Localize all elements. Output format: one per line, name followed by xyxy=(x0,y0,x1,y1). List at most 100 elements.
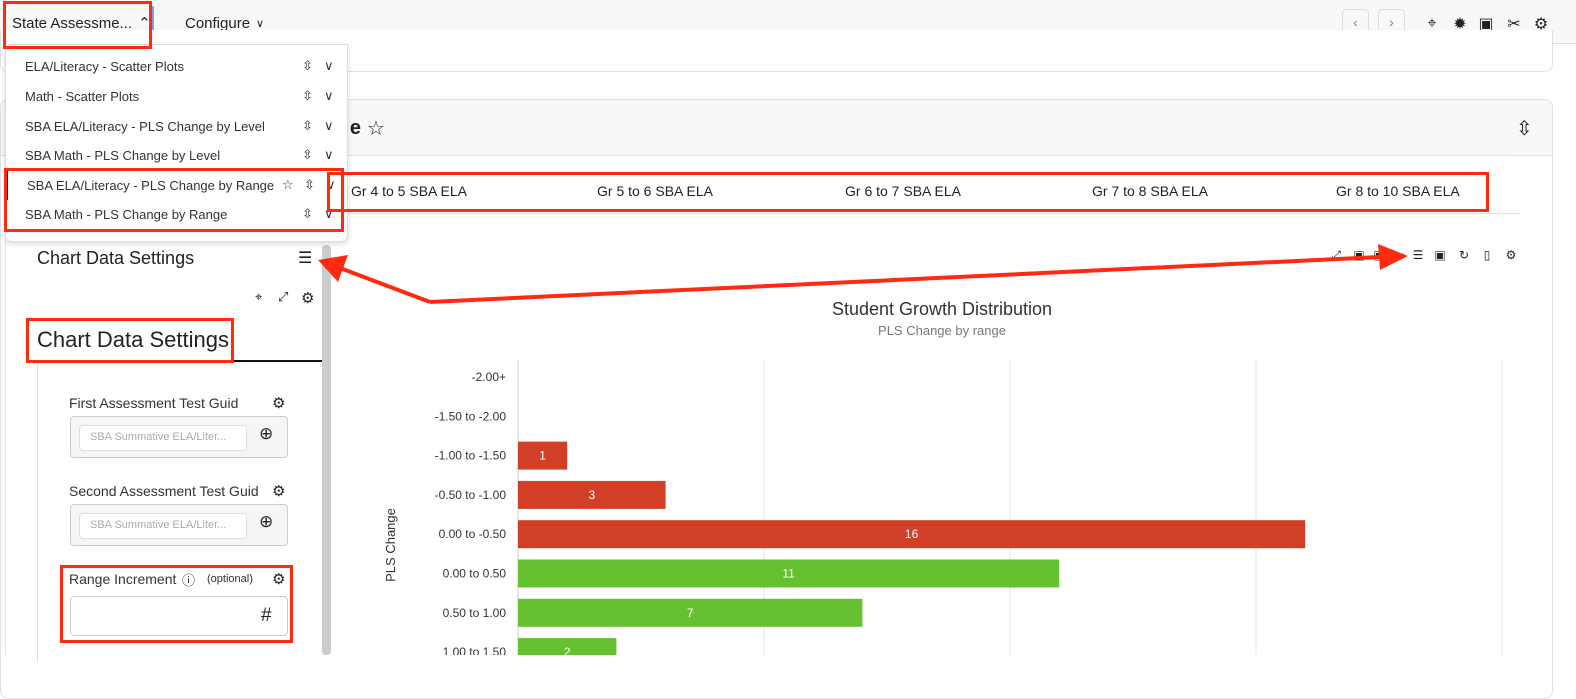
number-icon: # xyxy=(261,605,272,626)
pdf-icon[interactable]: ▯ xyxy=(1483,248,1491,262)
collapse-icon[interactable]: ⇳ xyxy=(302,89,313,104)
range-increment-input[interactable]: # xyxy=(70,596,288,636)
gear-icon[interactable]: ⚙ xyxy=(272,394,286,412)
refresh-icon[interactable]: ↻ xyxy=(1458,248,1470,262)
bar[interactable] xyxy=(518,598,863,627)
item-label: ELA/Literacy - Scatter Plots xyxy=(25,59,184,74)
chevron-right-icon: › xyxy=(1389,14,1394,30)
bar[interactable] xyxy=(518,441,568,470)
scrollbar[interactable] xyxy=(322,245,331,655)
map-icon[interactable]: ⌖ xyxy=(1427,13,1437,32)
y-tick-label: 0.00 to -0.50 xyxy=(439,527,507,541)
annotation-box-settings-title xyxy=(26,318,234,363)
zoom-in-icon[interactable]: ⊕ xyxy=(259,424,274,444)
y-tick-label: 1.00 to 1.50 xyxy=(443,645,507,655)
first-guid-field[interactable]: SBA Summative ELA/Liter... ⊕ xyxy=(70,416,288,458)
item-label: Math - Scatter Plots xyxy=(25,89,140,104)
tab-gr7-8[interactable]: Gr 7 to 8 SBA ELA xyxy=(1092,183,1208,199)
chart-settings-toggle-icon[interactable]: ☰ xyxy=(1412,248,1424,262)
chevron-down-icon[interactable]: ∨ xyxy=(324,207,334,222)
expand-icon[interactable]: ⤢ xyxy=(1331,248,1341,262)
menu-label: State Assessme... xyxy=(12,14,133,32)
collapse-icon[interactable]: ⇳ xyxy=(302,148,313,163)
tabs-divider xyxy=(341,213,1521,214)
zoom-in-icon[interactable]: ⊕ xyxy=(259,512,274,532)
panel-border xyxy=(37,362,38,662)
focus-ring xyxy=(152,6,154,42)
second-guid-label: Second Assessment Test Guid xyxy=(69,483,259,499)
expand-icon[interactable]: ⤢ xyxy=(278,290,289,305)
item-label: SBA ELA/Literacy - PLS Change by Level xyxy=(25,119,265,134)
dashboard-dropdown: ELA/Literacy - Scatter Plots ⇳ ∨ Math - Sc… xyxy=(5,44,348,242)
annotation-box-menu xyxy=(3,1,152,49)
bar[interactable] xyxy=(518,480,666,509)
dropdown-item[interactable]: SBA ELA/Literacy - PLS Change by Level ⇳ ∨ xyxy=(6,112,347,141)
chevron-down-icon[interactable]: ∨ xyxy=(324,89,334,104)
star-icon[interactable]: ☆ xyxy=(282,178,294,193)
bar[interactable] xyxy=(518,559,1060,588)
item-label: SBA ELA/Literacy - PLS Change by Range xyxy=(27,178,275,193)
gear-icon[interactable]: ⚙ xyxy=(272,570,286,588)
dropdown-item[interactable]: ELA/Literacy - Scatter Plots ⇳ ∨ xyxy=(6,52,347,81)
save-close-icon[interactable]: ▣ xyxy=(1478,13,1494,33)
gear-bold-icon[interactable]: ✹ xyxy=(1453,13,1467,33)
gear-icon[interactable]: ⚙ xyxy=(272,482,286,500)
annotation-box-items xyxy=(4,168,344,232)
collapse-icon[interactable]: ⇳ xyxy=(302,119,313,134)
info-icon[interactable]: ⓘ xyxy=(182,574,196,589)
y-axis-label: PLS Change xyxy=(383,508,398,582)
bar-chart: Student Growth Distribution PLS Change b… xyxy=(383,299,1503,655)
optional-label: (optional) xyxy=(207,573,253,585)
chevron-left-icon: ‹ xyxy=(1353,14,1358,30)
configure-label: Configure xyxy=(185,14,251,32)
panel-title-clip: SBA ELA/Literacy - PLS Change by Range xyxy=(349,114,361,142)
settings-tab-title[interactable]: Chart Data Settings xyxy=(37,327,229,352)
state-assessment-menu[interactable]: State Assessme... ⌃ xyxy=(12,8,151,38)
first-guid-input[interactable]: SBA Summative ELA/Liter... xyxy=(79,425,247,451)
second-guid-input[interactable]: SBA Summative ELA/Liter... xyxy=(79,513,247,539)
gear-icon[interactable]: ⚙ xyxy=(301,289,315,307)
y-tick-label: -1.50 to -2.00 xyxy=(435,409,507,423)
chevron-down-icon[interactable]: ∨ xyxy=(324,148,334,163)
annotation-arrows xyxy=(318,244,1408,304)
chevron-down-icon[interactable]: ∨ xyxy=(326,178,336,193)
star-icon[interactable]: ☆ xyxy=(367,116,385,140)
second-guid-field[interactable]: SBA Summative ELA/Liter... ⊕ xyxy=(70,504,288,546)
data-label: 11 xyxy=(782,567,795,581)
gear-icon[interactable]: ⚙ xyxy=(1533,13,1549,33)
chart-settings-toggle-icon[interactable]: ☰ xyxy=(298,248,313,267)
first-guid-label: First Assessment Test Guid xyxy=(69,395,239,411)
save-icon[interactable]: ▣ xyxy=(1353,248,1365,262)
chevron-down-icon[interactable]: ∨ xyxy=(324,59,334,74)
collapse-icon[interactable]: ⇳ xyxy=(1516,116,1533,140)
dropdown-item[interactable]: Math - Scatter Plots ⇳ ∨ xyxy=(6,82,347,111)
bar[interactable] xyxy=(518,520,1306,549)
y-tick-label: 0.00 to 0.50 xyxy=(443,567,507,581)
tab-underline xyxy=(234,360,324,362)
chevron-down-icon[interactable]: ∨ xyxy=(324,119,334,134)
dropdown-item-active[interactable]: SBA ELA/Literacy - PLS Change by Range ☆ ⇳… xyxy=(6,171,347,200)
settings-header: Chart Data Settings xyxy=(37,248,195,268)
y-tick-label: -2.00+ xyxy=(472,370,506,384)
collapse-icon[interactable]: ⇳ xyxy=(304,178,315,193)
chart-title: Student Growth Distribution xyxy=(832,299,1052,319)
tools-icon[interactable]: ✂ xyxy=(1507,13,1521,33)
tab-gr4-5[interactable]: Gr 4 to 5 SBA ELA xyxy=(351,183,467,199)
save-icon-2[interactable]: ▣ xyxy=(1434,248,1446,262)
dropdown-item[interactable]: SBA Math - PLS Change by Range ⇳ ∨ xyxy=(6,200,347,229)
collapse-icon[interactable]: ⇳ xyxy=(302,59,313,74)
settings-panel: Chart Data Settings ☰ ⌖ ⤢ ⚙ Chart Data S… xyxy=(5,240,331,662)
item-label: SBA Math - PLS Change by Level xyxy=(25,148,221,163)
tab-gr5-6[interactable]: Gr 5 to 6 SBA ELA xyxy=(597,183,713,199)
collapse-icon[interactable]: ⇳ xyxy=(302,207,313,222)
gear-icon[interactable]: ⚙ xyxy=(1505,248,1517,262)
bar[interactable] xyxy=(518,638,617,655)
configure-menu[interactable]: Configure ∨ xyxy=(185,8,264,38)
tab-gr8-10[interactable]: Gr 8 to 10 SBA ELA xyxy=(1336,183,1460,199)
tab-gr6-7[interactable]: Gr 6 to 7 SBA ELA xyxy=(845,183,961,199)
y-tick-label: -0.50 to -1.00 xyxy=(435,488,507,502)
chevron-up-icon: ⌃ xyxy=(138,15,151,32)
dropdown-item[interactable]: SBA Math - PLS Change by Level ⇳ ∨ xyxy=(6,141,347,170)
data-label: 3 xyxy=(588,488,595,502)
map-icon[interactable]: ⌖ xyxy=(255,290,263,305)
